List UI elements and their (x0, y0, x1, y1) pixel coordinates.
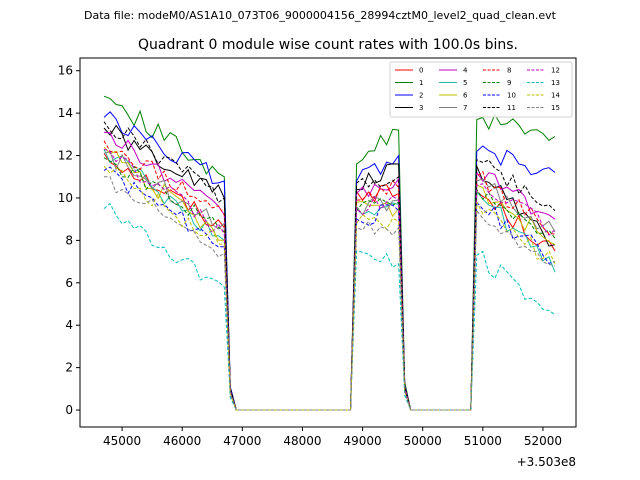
series-line-13 (103, 202, 556, 411)
legend-label: 10 (507, 92, 516, 100)
chart-title: Quadrant 0 module wise count rates with … (138, 37, 518, 53)
legend-label: 2 (419, 92, 423, 100)
y-tick-label: 2 (65, 361, 73, 375)
x-tick-label: 48000 (283, 434, 321, 448)
series-line-12 (103, 148, 556, 411)
series-line-2 (103, 111, 556, 411)
legend-label: 3 (419, 104, 423, 112)
legend-label: 8 (507, 67, 511, 75)
legend-label: 0 (419, 67, 423, 75)
legend-label: 5 (463, 79, 467, 87)
x-tick-label: 52000 (524, 434, 562, 448)
y-axis: 0 2 4 6 8 10 12 14 16 (58, 64, 80, 417)
series-line-8 (103, 140, 556, 411)
x-tick-label: 46000 (163, 434, 201, 448)
legend-label: 9 (507, 79, 511, 87)
legend-label: 7 (463, 104, 467, 112)
x-tick-label: 45000 (103, 434, 141, 448)
x-tick-label: 49000 (343, 434, 381, 448)
y-tick-label: 12 (58, 149, 73, 163)
legend-label: 11 (507, 104, 516, 112)
y-tick-label: 8 (65, 233, 73, 247)
series-line-7 (103, 150, 556, 411)
legend-label: 6 (463, 92, 468, 100)
series-line-1 (103, 95, 556, 411)
y-tick-label: 14 (58, 106, 73, 120)
y-tick-label: 6 (65, 276, 73, 290)
y-tick-label: 0 (65, 403, 73, 417)
y-tick-label: 10 (58, 191, 73, 205)
series-line-11 (103, 121, 556, 411)
x-tick-label: 50000 (404, 434, 442, 448)
legend-label: 1 (419, 79, 423, 87)
x-axis: 45000 46000 47000 48000 49000 50000 51000 52000 (103, 427, 562, 448)
plot-frame (79, 57, 577, 428)
x-offset-label: +3.503e8 (517, 455, 576, 469)
legend-label: 13 (551, 79, 560, 87)
x-tick-label: 47000 (223, 434, 261, 448)
y-tick-label: 16 (58, 64, 73, 78)
legend-label: 12 (551, 67, 560, 75)
x-tick-label: 51000 (464, 434, 502, 448)
legend-box (389, 61, 573, 118)
y-tick-label: 4 (65, 318, 73, 332)
legend-label: 4 (463, 67, 468, 75)
series-line-10 (103, 166, 556, 411)
legend-label: 14 (551, 92, 560, 100)
legend-label: 15 (551, 104, 560, 112)
series-lines (103, 95, 556, 411)
chart-suptitle: Data file: modeM0/AS1A10_073T06_90000041… (84, 9, 557, 22)
series-line-15 (104, 176, 556, 411)
